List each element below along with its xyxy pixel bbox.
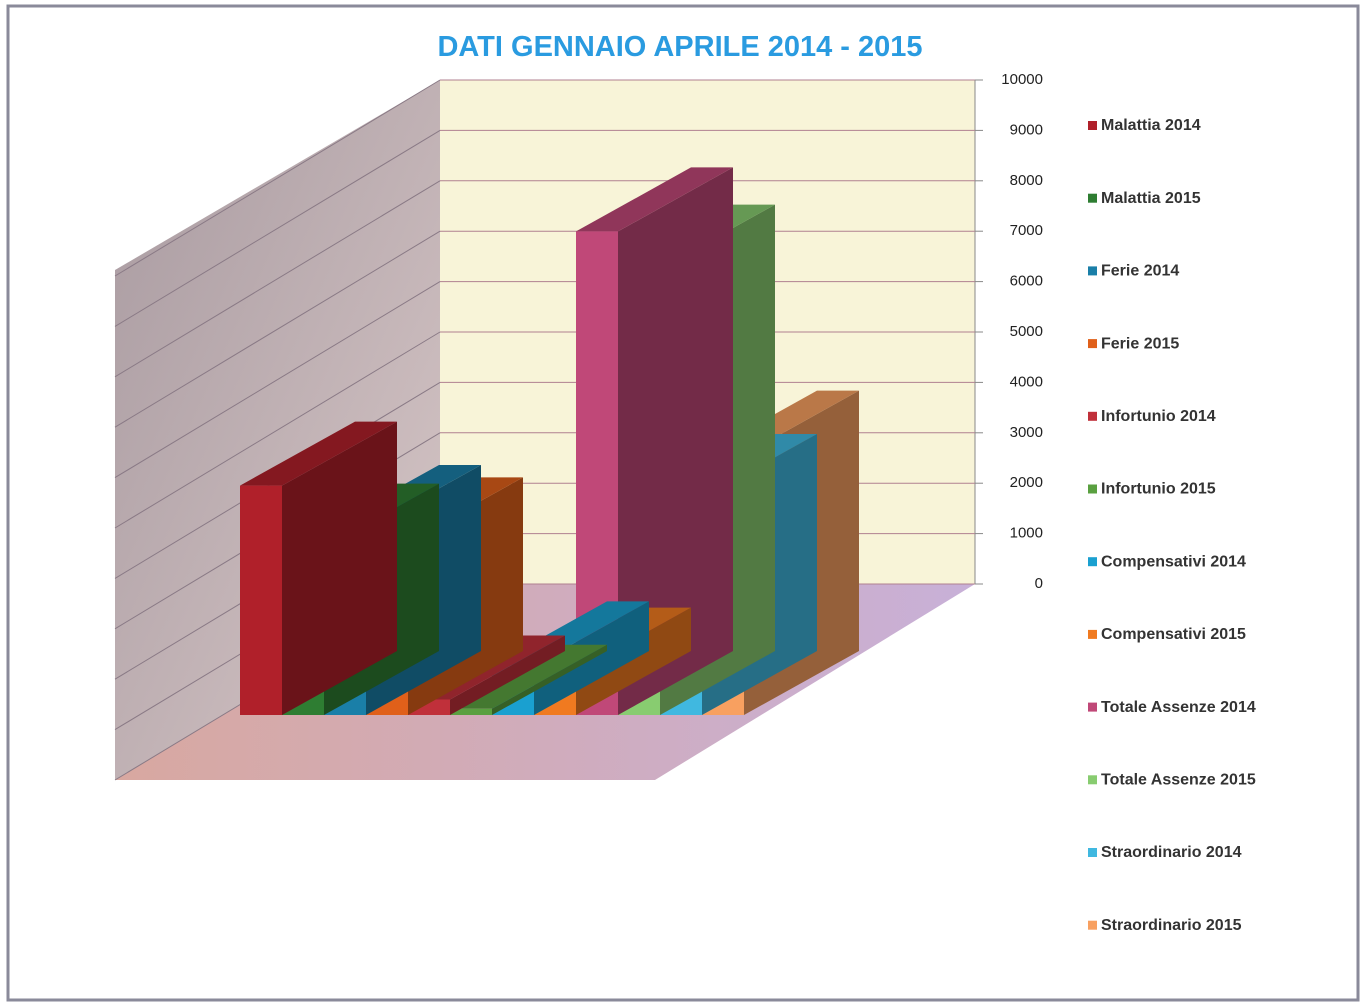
legend-swatch (1088, 411, 1097, 421)
legend-label: Straordinario 2015 (1101, 917, 1242, 934)
legend-swatch (1088, 484, 1097, 494)
legend-label: Ferie 2014 (1101, 263, 1179, 280)
bar (240, 485, 282, 715)
legend-swatch (1088, 848, 1097, 857)
bar (450, 708, 492, 715)
y-tick-label: 5000 (1010, 323, 1043, 340)
legend-swatch (1088, 193, 1097, 203)
y-tick-label: 6000 (1010, 273, 1043, 290)
y-tick-label: 2000 (1010, 474, 1043, 491)
legend-label: Compensativi 2014 (1101, 553, 1246, 570)
chart-title: DATI GENNAIO APRILE 2014 - 2015 (437, 31, 922, 63)
y-tick-label: 7000 (1010, 222, 1043, 239)
legend-label: Totale Assenze 2015 (1101, 772, 1256, 789)
bar-side (282, 421, 397, 715)
legend-label: Infortunio 2015 (1101, 481, 1216, 498)
y-tick-label: 4000 (1010, 373, 1043, 390)
legend-label: Compensativi 2015 (1101, 626, 1246, 643)
legend-swatch (1088, 629, 1097, 639)
y-tick-label: 0 (1035, 575, 1043, 592)
y-tick-label: 1000 (1010, 525, 1043, 542)
bar-side (492, 644, 607, 715)
grid-line (114, 281, 441, 479)
bar-side (618, 167, 733, 715)
legend-label: Totale Assenze 2014 (1101, 699, 1256, 716)
bar-side (576, 607, 691, 715)
grid-line (114, 331, 441, 529)
grid-line (114, 79, 441, 277)
legend-label: Ferie 2015 (1101, 335, 1179, 352)
legend-swatch (1088, 557, 1097, 567)
bar-top (240, 421, 397, 486)
grid-line (114, 129, 441, 327)
legend-label: Infortunio 2014 (1101, 408, 1216, 425)
bar-top (576, 167, 733, 232)
legend-label: Straordinario 2014 (1101, 844, 1242, 861)
y-tick-label: 3000 (1010, 424, 1043, 441)
legend-swatch (1088, 266, 1097, 276)
legend-swatch (1088, 775, 1097, 785)
legend-label: Malattia 2014 (1101, 117, 1201, 134)
legend-swatch (1088, 339, 1097, 349)
grid-line (114, 180, 441, 378)
bar-side (450, 635, 565, 715)
grid-line (114, 230, 441, 428)
y-tick-label: 10000 (1001, 71, 1043, 88)
legend-swatch (1088, 920, 1097, 930)
legend-swatch (1088, 702, 1097, 712)
legend-swatch (1088, 121, 1097, 130)
y-tick-label: 9000 (1010, 121, 1043, 138)
y-tick-label: 8000 (1010, 172, 1043, 189)
legend-label: Malattia 2015 (1101, 190, 1201, 207)
